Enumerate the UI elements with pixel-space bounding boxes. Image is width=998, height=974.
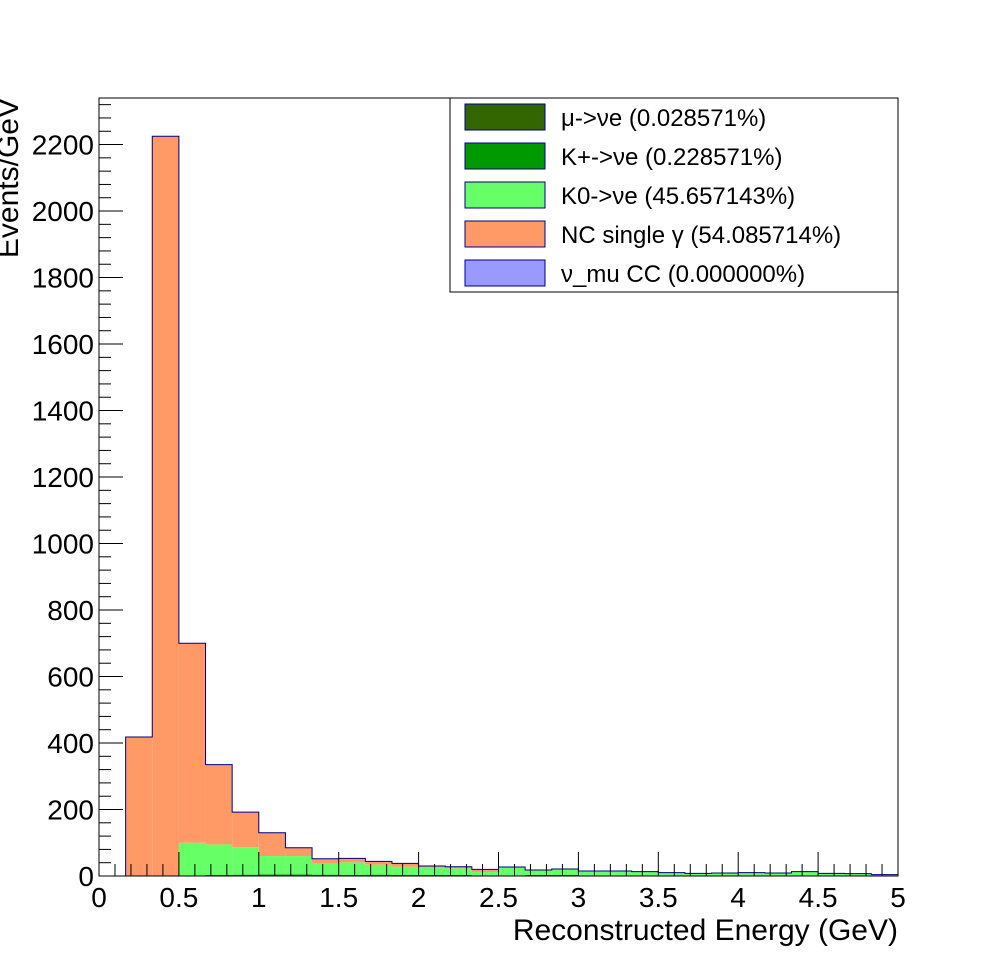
bar-series-2-bin-10 bbox=[365, 864, 392, 875]
legend-swatch-2 bbox=[464, 181, 546, 209]
y-tick-label: 1400 bbox=[32, 396, 94, 427]
y-tick-label: 1200 bbox=[32, 462, 94, 493]
y-axis-title: Events/GeV bbox=[0, 98, 25, 258]
y-tick-label: 1600 bbox=[32, 329, 94, 360]
bar-series-2-bin-6 bbox=[258, 856, 286, 875]
bar-series-2-bin-8 bbox=[312, 863, 339, 875]
legend-label-3: NC single γ (54.085714%) bbox=[561, 222, 841, 249]
y-tick-label: 800 bbox=[47, 595, 94, 626]
bar-series-3-bin-14 bbox=[471, 869, 499, 873]
x-axis-ticks: 0 0.5 1 1.5 2 2.5 3 3.5 4 4.5 5 bbox=[91, 852, 906, 913]
bar-series-3-bin-13 bbox=[445, 866, 472, 869]
bar-series-2-bin-9 bbox=[338, 862, 366, 876]
x-tick-label: 4.5 bbox=[799, 882, 838, 913]
legend-label-1: K+->νe (0.228571%) bbox=[561, 144, 782, 171]
bar-series-2-bin-13 bbox=[445, 868, 472, 876]
bar-series-3-bin-8 bbox=[312, 858, 339, 864]
y-tick-label: 2000 bbox=[32, 196, 94, 227]
bar-series-3-bin-2 bbox=[152, 136, 179, 876]
y-tick-label: 400 bbox=[47, 728, 94, 759]
bar-series-2-bin-21 bbox=[658, 872, 685, 876]
bar-series-2-bin-3 bbox=[178, 842, 206, 876]
y-tick-label: 1000 bbox=[32, 529, 94, 560]
x-tick-label: 2 bbox=[411, 882, 427, 913]
bar-series-2-bin-4 bbox=[205, 844, 233, 876]
x-tick-label: 3 bbox=[571, 882, 587, 913]
bar-series-1-bin-6 bbox=[258, 874, 286, 876]
y-tick-label: 0 bbox=[78, 861, 94, 892]
bar-series-3-bin-9 bbox=[338, 858, 366, 863]
bar-series-2-bin-7 bbox=[285, 856, 313, 875]
y-axis-ticks: 0 200 400 600 800 1000 1200 1400 1600 1800 2000 220… bbox=[32, 104, 123, 892]
bar-series-3-bin-4 bbox=[205, 764, 233, 845]
bar-series-3-bin-10 bbox=[365, 861, 392, 865]
bar-series-2-bin-27 bbox=[818, 873, 845, 876]
bar-series-2-bin-5 bbox=[232, 847, 259, 875]
bar-series-2-bin-23 bbox=[711, 873, 739, 876]
x-tick-label: 5 bbox=[890, 882, 906, 913]
bar-series-2-bin-11 bbox=[391, 866, 419, 876]
x-tick-label: 4 bbox=[730, 882, 746, 913]
x-tick-label: 1.5 bbox=[319, 882, 358, 913]
legend-swatch-4 bbox=[464, 259, 546, 287]
x-tick-label: 2.5 bbox=[479, 882, 518, 913]
y-tick-label: 1800 bbox=[32, 263, 94, 294]
bar-series-1-bin-8 bbox=[312, 874, 339, 876]
legend-swatch-1 bbox=[464, 142, 546, 170]
bar-series-1-bin-10 bbox=[365, 874, 392, 876]
bar-series-1-bin-7 bbox=[285, 874, 313, 876]
stacked-bars bbox=[125, 136, 898, 876]
bar-series-2-bin-12 bbox=[418, 867, 446, 876]
x-tick-label: 3.5 bbox=[639, 882, 678, 913]
legend-label-4: ν_mu CC (0.000000%) bbox=[561, 261, 805, 288]
bar-series-2-bin-17 bbox=[551, 869, 579, 876]
legend-swatch-0 bbox=[464, 103, 546, 131]
bar-series-3-bin-7 bbox=[285, 847, 313, 857]
bar-series-2-bin-16 bbox=[525, 870, 552, 876]
legend-label-2: K0->νe (45.657143%) bbox=[561, 183, 795, 210]
y-tick-label: 200 bbox=[47, 795, 94, 826]
bar-series-2-bin-24 bbox=[738, 872, 765, 876]
bar-series-3-bin-1 bbox=[125, 737, 153, 876]
bar-series-2-bin-14 bbox=[471, 872, 499, 876]
legend: μ->νe (0.028571%) K+->νe (0.228571%) K0->ν… bbox=[449, 97, 899, 293]
x-axis-title: Reconstructed Energy (GeV) bbox=[513, 914, 898, 947]
bar-series-2-bin-28 bbox=[844, 873, 872, 876]
x-tick-label: 1 bbox=[251, 882, 267, 913]
bar-series-2-bin-20 bbox=[631, 871, 659, 876]
y-tick-label: 600 bbox=[47, 662, 94, 693]
bar-series-2-bin-19 bbox=[605, 871, 632, 876]
bar-series-2-bin-25 bbox=[764, 873, 792, 876]
legend-label-0: μ->νe (0.028571%) bbox=[561, 105, 766, 132]
bar-series-2-bin-22 bbox=[684, 873, 712, 876]
bar-series-3-bin-11 bbox=[391, 863, 419, 867]
bar-series-3-bin-6 bbox=[258, 832, 286, 857]
bar-series-3-bin-5 bbox=[232, 812, 259, 848]
legend-swatch-3 bbox=[464, 220, 546, 248]
bar-series-3-bin-3 bbox=[178, 643, 206, 843]
bar-series-1-bin-5 bbox=[232, 874, 259, 876]
bar-series-2-bin-26 bbox=[791, 871, 819, 876]
bar-series-2-bin-15 bbox=[498, 867, 526, 876]
x-tick-label: 0 bbox=[91, 882, 107, 913]
y-tick-label: 2200 bbox=[32, 130, 94, 161]
x-tick-label: 0.5 bbox=[159, 882, 198, 913]
bar-series-2-bin-18 bbox=[578, 871, 606, 876]
